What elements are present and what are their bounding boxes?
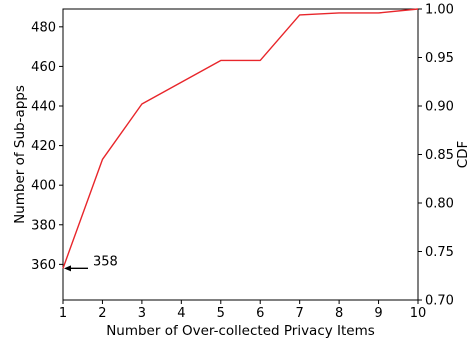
y2-axis-ticks: 0.70 0.75 0.80 0.85 0.90 0.95 1.00 xyxy=(418,3,454,309)
x-tick-label: 1 xyxy=(59,306,67,321)
y2-tick-label: 0.75 xyxy=(425,245,454,260)
x-tick-label: 3 xyxy=(138,306,146,321)
series-line xyxy=(62,8,419,269)
y2-tick-label: 0.80 xyxy=(425,197,454,212)
x-tick-label: 2 xyxy=(98,306,106,321)
y-tick-label: 460 xyxy=(31,60,56,75)
annotation-arrow-head xyxy=(64,265,71,272)
x-axis-label: Number of Over-collected Privacy Items xyxy=(106,323,375,339)
y2-axis-label: CDF xyxy=(455,141,471,169)
y-tick-label: 480 xyxy=(31,20,56,35)
x-tick-label: 6 xyxy=(256,306,264,321)
y-tick-label: 420 xyxy=(31,139,56,154)
x-tick-label: 8 xyxy=(335,306,343,321)
x-axis-ticks: 1 2 3 4 5 6 7 8 9 10 xyxy=(59,300,426,321)
annotation-label: 358 xyxy=(93,254,118,269)
x-tick-label: 5 xyxy=(217,306,225,321)
x-tick-label: 9 xyxy=(374,306,382,321)
y-tick-label: 440 xyxy=(31,100,56,115)
y2-tick-label: 0.95 xyxy=(425,51,454,66)
y-axis-label: Number of Sub-apps xyxy=(12,85,28,224)
x-tick-label: 10 xyxy=(410,306,427,321)
y-tick-label: 360 xyxy=(31,258,56,273)
y2-tick-label: 0.70 xyxy=(425,294,454,309)
y-tick-label: 380 xyxy=(31,218,56,233)
y-axis-ticks: 360 380 400 420 440 460 480 xyxy=(31,20,63,273)
y-tick-label: 400 xyxy=(31,179,56,194)
y2-tick-label: 0.85 xyxy=(425,148,454,163)
series-group xyxy=(62,8,419,269)
annotation: 358 xyxy=(64,254,118,272)
x-tick-label: 7 xyxy=(296,306,304,321)
x-tick-label: 4 xyxy=(177,306,185,321)
y2-tick-label: 0.90 xyxy=(425,100,454,115)
y2-tick-label: 1.00 xyxy=(425,3,454,18)
